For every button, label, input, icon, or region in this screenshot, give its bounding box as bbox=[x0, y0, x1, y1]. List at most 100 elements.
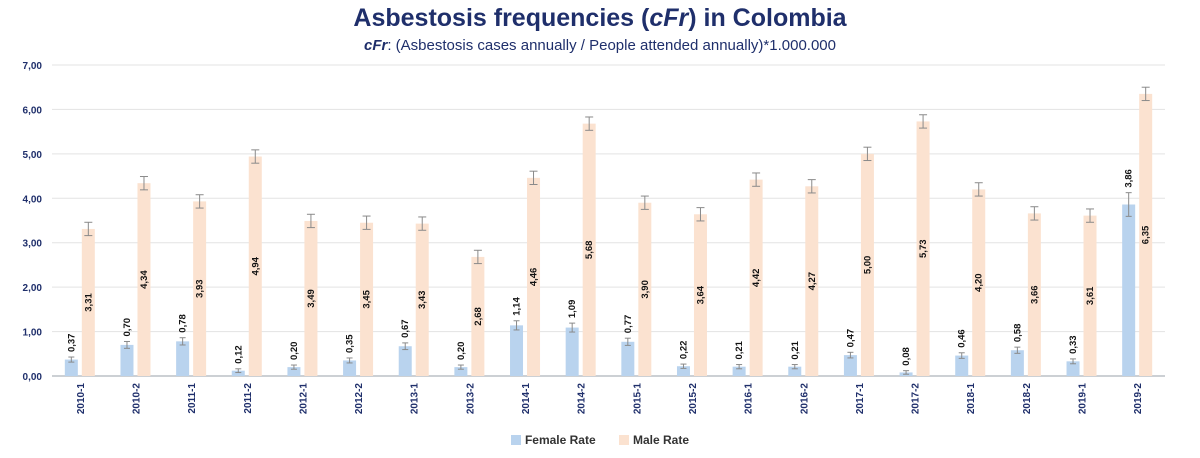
data-label-female: 0,20 bbox=[456, 342, 467, 361]
bar-female bbox=[1010, 350, 1024, 376]
data-label-female: 0,67 bbox=[400, 319, 411, 338]
data-label-female: 0,78 bbox=[178, 314, 189, 333]
y-tick-label: 0,00 bbox=[23, 372, 43, 383]
chart-legend: Female Rate Male Rate bbox=[0, 433, 1200, 447]
bar-male bbox=[805, 186, 819, 376]
bar-male bbox=[1027, 213, 1041, 376]
bar-male bbox=[916, 121, 930, 376]
data-label-male: 4,94 bbox=[250, 256, 261, 275]
legend-swatch-female bbox=[510, 435, 521, 445]
data-label-male: 3,93 bbox=[195, 279, 206, 298]
data-label-female: 0,70 bbox=[122, 318, 133, 337]
x-tick-label: 2010-1 bbox=[76, 383, 87, 415]
bar-female bbox=[510, 325, 524, 376]
bar-female bbox=[398, 346, 412, 376]
x-tick-label: 2011-1 bbox=[187, 383, 198, 414]
x-tick-label: 2019-1 bbox=[1078, 383, 1089, 415]
bar-female bbox=[231, 370, 245, 376]
x-tick-label: 2018-2 bbox=[1022, 383, 1033, 415]
legend-label-male: Male Rate bbox=[633, 433, 690, 447]
data-label-female: 0,47 bbox=[845, 329, 856, 348]
x-tick-label: 2014-2 bbox=[577, 383, 588, 415]
x-tick-label: 2016-1 bbox=[744, 383, 755, 415]
x-tick-label: 2013-1 bbox=[410, 383, 421, 415]
data-label-male: 3,49 bbox=[306, 289, 317, 308]
data-label-female: 0,37 bbox=[66, 334, 77, 353]
y-tick-label: 1,00 bbox=[23, 328, 43, 339]
bar-male bbox=[972, 189, 986, 376]
x-tick-label: 2016-2 bbox=[799, 383, 810, 415]
legend-item-female: Female Rate bbox=[510, 433, 596, 447]
bar-male bbox=[749, 179, 763, 376]
bar-female bbox=[176, 341, 190, 376]
x-tick-label: 2017-2 bbox=[911, 383, 922, 415]
bar-female bbox=[621, 341, 635, 376]
bar-female bbox=[1122, 204, 1136, 376]
y-tick-label: 4,00 bbox=[23, 194, 43, 205]
bar-female bbox=[64, 359, 78, 376]
data-label-female: 0,77 bbox=[623, 315, 634, 334]
x-tick-label: 2012-2 bbox=[354, 383, 365, 415]
data-label-male: 3,66 bbox=[1029, 285, 1040, 304]
bar-male bbox=[81, 228, 95, 376]
bar-female bbox=[676, 366, 690, 376]
data-label-male: 3,61 bbox=[1085, 286, 1096, 305]
bar-female bbox=[732, 366, 746, 376]
data-label-female: 0,21 bbox=[790, 340, 801, 359]
x-tick-label: 2012-1 bbox=[298, 383, 309, 415]
bar-female bbox=[1066, 361, 1080, 376]
x-tick-label: 2015-2 bbox=[688, 383, 699, 415]
bar-female bbox=[120, 344, 134, 376]
data-label-male: 2,68 bbox=[473, 307, 484, 326]
bar-female bbox=[843, 355, 857, 376]
data-label-female: 1,09 bbox=[567, 300, 578, 319]
bar-female bbox=[565, 327, 579, 376]
y-tick-label: 3,00 bbox=[23, 239, 43, 250]
chart-subtitle: cFr: (Asbestosis cases annually / People… bbox=[0, 37, 1200, 54]
data-label-male: 3,45 bbox=[362, 289, 373, 308]
bar-female bbox=[287, 367, 301, 376]
bar-male bbox=[1139, 93, 1153, 376]
data-label-male: 5,00 bbox=[862, 256, 873, 275]
bar-female bbox=[343, 360, 357, 376]
data-label-female: 0,46 bbox=[957, 329, 968, 348]
x-tick-label: 2010-2 bbox=[131, 383, 142, 415]
data-label-female: 0,58 bbox=[1012, 324, 1023, 343]
subtitle-formula: : (Asbestosis cases annually / People at… bbox=[387, 37, 836, 54]
bar-female bbox=[454, 367, 468, 376]
legend-swatch-male bbox=[619, 435, 629, 445]
bar-male bbox=[1083, 215, 1097, 376]
bar-male bbox=[638, 202, 652, 376]
bar-male bbox=[304, 220, 318, 376]
bar-male bbox=[527, 177, 541, 376]
subtitle-term: cFr bbox=[364, 37, 388, 54]
data-label-female: 0,12 bbox=[233, 345, 244, 364]
x-tick-label: 2011-2 bbox=[243, 383, 254, 414]
bar-male bbox=[860, 153, 874, 376]
data-label-female: 0,33 bbox=[1068, 335, 1079, 354]
data-label-female: 1,14 bbox=[512, 297, 523, 316]
data-label-female: 3,86 bbox=[1124, 169, 1135, 188]
data-label-male: 3,43 bbox=[417, 291, 428, 310]
bar-male bbox=[193, 201, 207, 376]
chart-title: Asbestosis frequencies (cFr) in Colombia bbox=[353, 4, 847, 32]
x-tick-label: 2014-1 bbox=[521, 383, 532, 415]
x-tick-label: 2017-1 bbox=[855, 383, 866, 415]
bar-male bbox=[248, 156, 262, 376]
data-label-female: 0,21 bbox=[734, 340, 745, 359]
x-tick-label: 2019-2 bbox=[1133, 383, 1144, 415]
legend-label-female: Female Rate bbox=[524, 433, 596, 447]
data-label-male: 5,68 bbox=[584, 241, 595, 260]
y-tick-label: 2,00 bbox=[23, 283, 43, 294]
x-tick-label: 2018-1 bbox=[966, 383, 977, 415]
data-label-female: 0,08 bbox=[901, 347, 912, 366]
data-label-male: 6,35 bbox=[1141, 225, 1152, 244]
data-label-male: 4,34 bbox=[139, 270, 150, 289]
data-label-male: 3,64 bbox=[695, 285, 706, 304]
x-tick-label: 2015-1 bbox=[632, 383, 643, 415]
y-tick-label: 6,00 bbox=[23, 105, 43, 116]
y-tick-label: 5,00 bbox=[23, 150, 43, 161]
legend-item-male: Male Rate bbox=[619, 433, 689, 447]
bar-male bbox=[360, 222, 374, 376]
